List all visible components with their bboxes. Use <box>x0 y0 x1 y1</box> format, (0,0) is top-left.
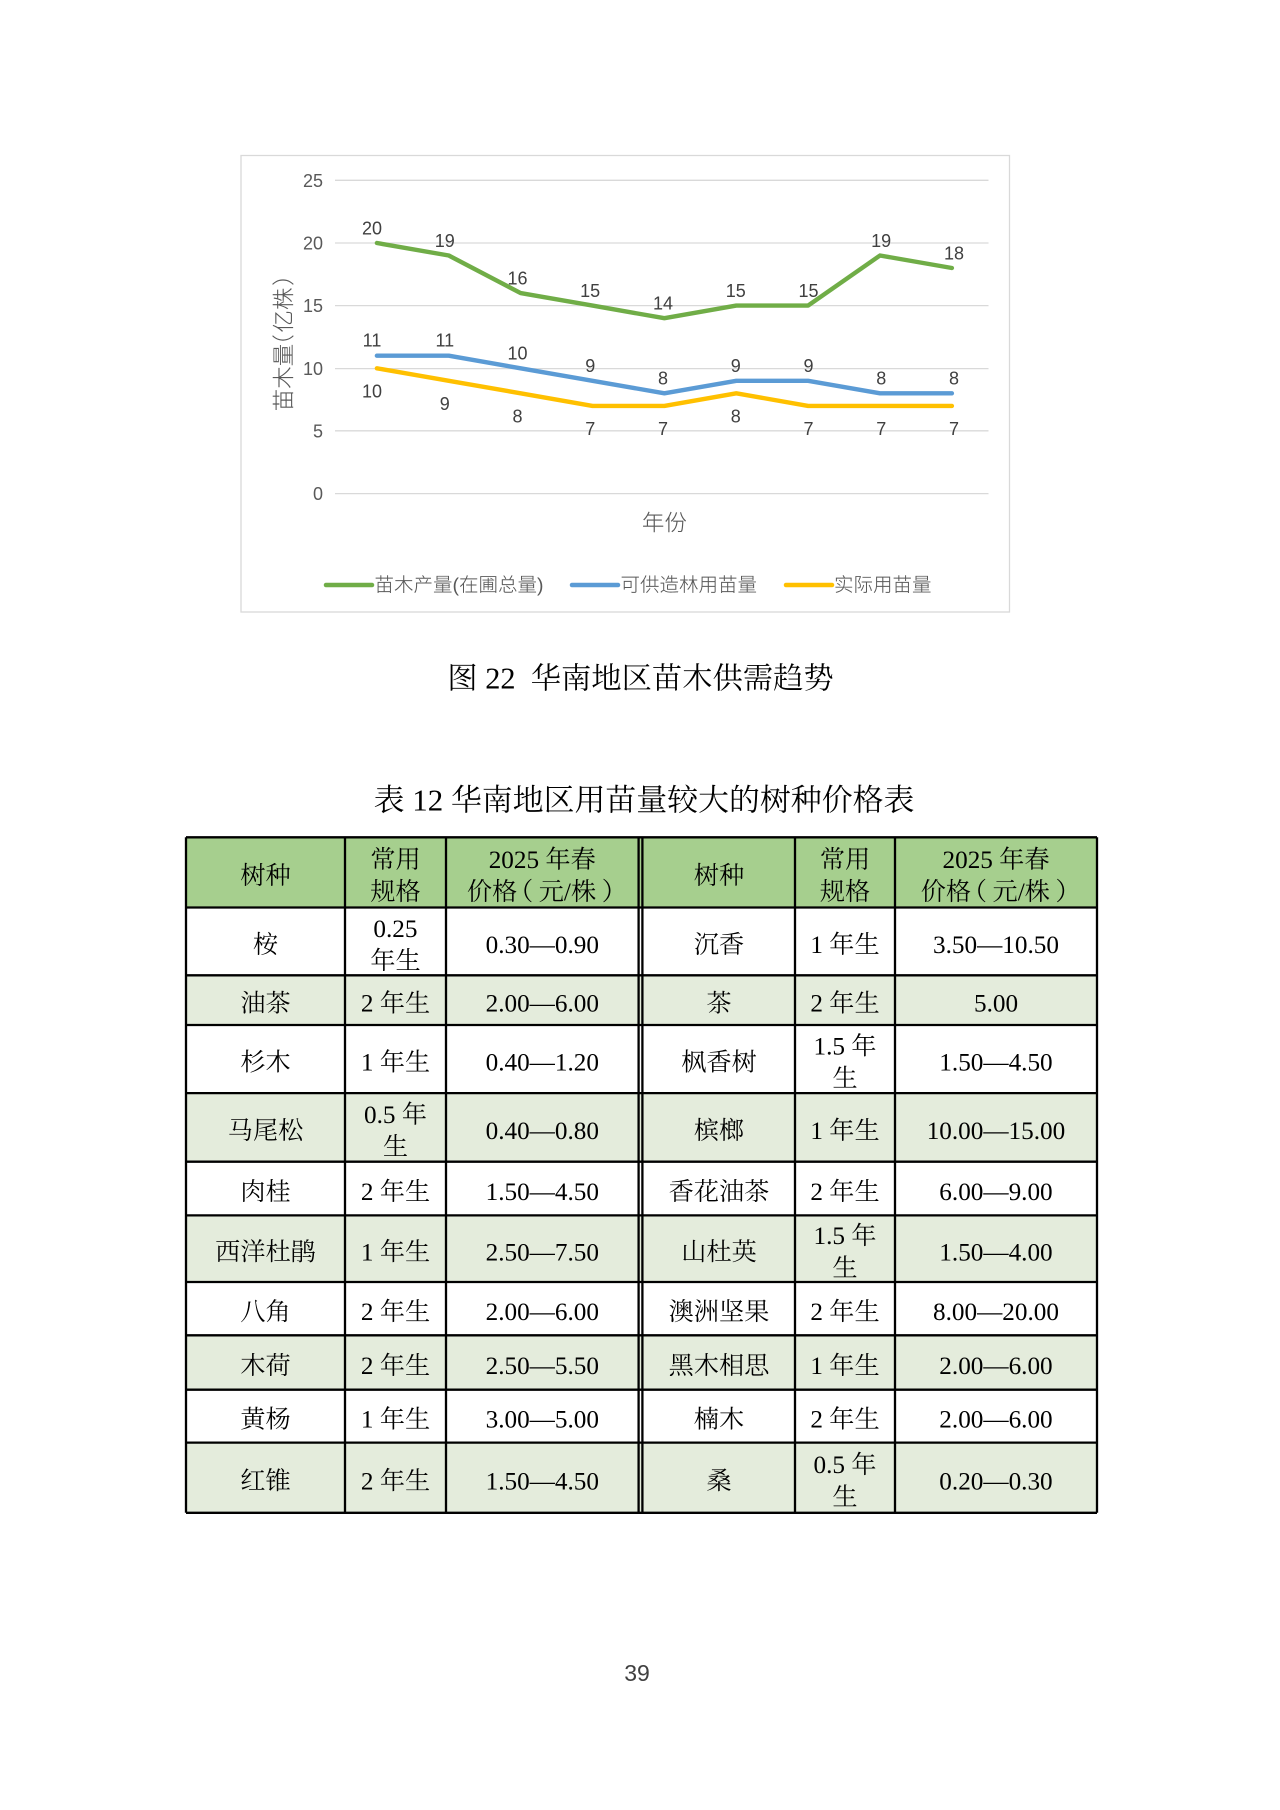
svg-text:9: 9 <box>440 394 450 414</box>
svg-text:3.50—10.50: 3.50—10.50 <box>933 932 1059 959</box>
svg-text:7: 7 <box>803 419 813 439</box>
svg-text:39: 39 <box>624 1660 650 1686</box>
svg-text:25: 25 <box>303 171 323 191</box>
svg-text:20: 20 <box>362 219 382 239</box>
svg-text:1.50—4.50: 1.50—4.50 <box>486 1179 599 1206</box>
svg-text:): ) <box>537 575 544 597</box>
svg-text:2.50—5.50: 2.50—5.50 <box>486 1353 599 1380</box>
svg-text:15: 15 <box>303 296 323 316</box>
svg-text:2: 2 <box>810 991 823 1018</box>
svg-text:0.40—0.80: 0.40—0.80 <box>486 1118 599 1145</box>
svg-text:8: 8 <box>512 406 522 426</box>
svg-text:0.25: 0.25 <box>373 916 417 943</box>
svg-text:8.00—20.00: 8.00—20.00 <box>933 1299 1059 1326</box>
svg-text:20: 20 <box>303 234 323 254</box>
svg-text:1: 1 <box>810 1118 823 1145</box>
svg-text:10.00—15.00: 10.00—15.00 <box>927 1118 1066 1145</box>
svg-text:0.40—1.20: 0.40—1.20 <box>486 1050 599 1077</box>
svg-text:1.5: 1.5 <box>814 1223 845 1250</box>
svg-text:5: 5 <box>313 421 323 441</box>
svg-text:5.00: 5.00 <box>974 991 1018 1018</box>
svg-text:15: 15 <box>580 281 600 301</box>
svg-text:2: 2 <box>361 1179 374 1206</box>
svg-text:9: 9 <box>731 356 741 376</box>
svg-text:1: 1 <box>810 932 823 959</box>
svg-text:7: 7 <box>949 419 959 439</box>
svg-text:2.00—6.00: 2.00—6.00 <box>939 1407 1052 1434</box>
svg-text:1.50—4.50: 1.50—4.50 <box>486 1468 599 1495</box>
svg-text:2.00—6.00: 2.00—6.00 <box>486 1299 599 1326</box>
svg-text:0.5: 0.5 <box>364 1102 395 1129</box>
svg-text:0.20—0.30: 0.20—0.30 <box>939 1468 1052 1495</box>
svg-text:1.5: 1.5 <box>814 1034 845 1061</box>
svg-text:15: 15 <box>798 281 818 301</box>
svg-text:8: 8 <box>658 368 668 388</box>
svg-text:1: 1 <box>361 1407 374 1434</box>
svg-text:12: 12 <box>412 783 443 818</box>
svg-text:7: 7 <box>585 419 595 439</box>
svg-text:7: 7 <box>876 419 886 439</box>
svg-text:19: 19 <box>871 231 891 251</box>
svg-text:2: 2 <box>810 1407 823 1434</box>
svg-text:8: 8 <box>876 368 886 388</box>
svg-text:11: 11 <box>435 331 454 351</box>
svg-text:2025: 2025 <box>489 847 539 874</box>
svg-text:2: 2 <box>361 1299 374 1326</box>
svg-text:9: 9 <box>585 356 595 376</box>
svg-text:2: 2 <box>361 1353 374 1380</box>
svg-text:2: 2 <box>810 1299 823 1326</box>
svg-text:14: 14 <box>653 294 673 314</box>
svg-text:10: 10 <box>362 381 382 401</box>
svg-text:15: 15 <box>726 281 746 301</box>
svg-text:16: 16 <box>507 269 527 289</box>
svg-text:8: 8 <box>731 406 741 426</box>
svg-text:0: 0 <box>313 484 323 504</box>
svg-text:10: 10 <box>507 343 527 363</box>
svg-text:(: ( <box>453 575 460 597</box>
svg-text:10: 10 <box>303 359 323 379</box>
svg-text:8: 8 <box>949 368 959 388</box>
svg-text:/: / <box>1018 879 1025 906</box>
svg-text:1.50—4.50: 1.50—4.50 <box>939 1050 1052 1077</box>
svg-text:19: 19 <box>435 231 455 251</box>
svg-text:9: 9 <box>803 356 813 376</box>
svg-text:2.00—6.00: 2.00—6.00 <box>939 1353 1052 1380</box>
svg-text:7: 7 <box>658 419 668 439</box>
svg-text:1.50—4.00: 1.50—4.00 <box>939 1239 1052 1266</box>
svg-text:2: 2 <box>361 1468 374 1495</box>
svg-text:3.00—5.00: 3.00—5.00 <box>486 1407 599 1434</box>
svg-text:18: 18 <box>944 244 964 264</box>
svg-text:0.5: 0.5 <box>814 1452 845 1479</box>
svg-text:/: / <box>564 879 571 906</box>
svg-text:2025: 2025 <box>943 847 993 874</box>
svg-text:2: 2 <box>361 991 374 1018</box>
svg-text:22: 22 <box>485 662 515 696</box>
svg-text:6.00—9.00: 6.00—9.00 <box>939 1179 1052 1206</box>
svg-text:2.50—7.50: 2.50—7.50 <box>486 1239 599 1266</box>
svg-text:2.00—6.00: 2.00—6.00 <box>486 991 599 1018</box>
svg-text:0.30—0.90: 0.30—0.90 <box>486 932 599 959</box>
svg-text:2: 2 <box>810 1179 823 1206</box>
svg-text:1: 1 <box>361 1239 374 1266</box>
svg-text:11: 11 <box>363 331 382 351</box>
svg-text:1: 1 <box>810 1353 823 1380</box>
svg-text:1: 1 <box>361 1050 374 1077</box>
